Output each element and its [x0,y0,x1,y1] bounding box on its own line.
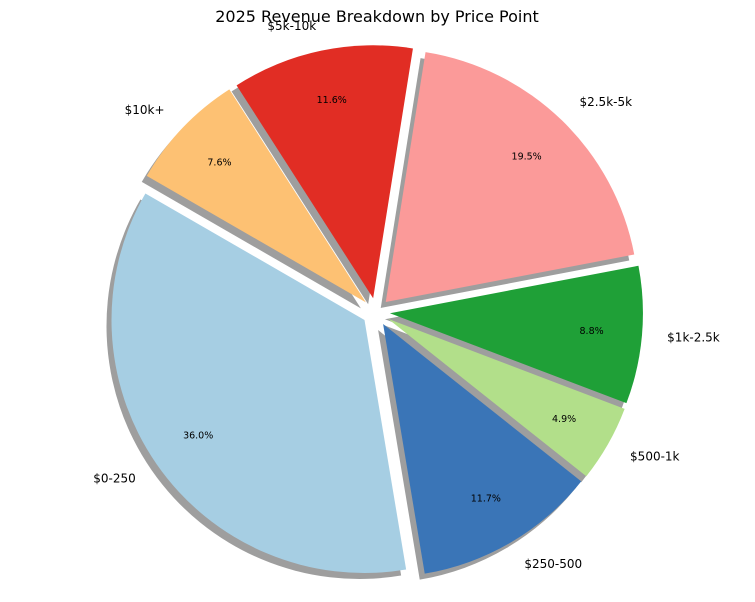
pie-slice-0 [111,193,407,573]
pie-slice-4 [385,52,635,302]
pie-slices [111,45,643,574]
chart-title: 2025 Revenue Breakdown by Price Point [215,7,539,26]
percent-label: 19.5% [512,152,542,163]
percent-label: 7.6% [207,158,231,169]
percent-label: 4.9% [552,414,576,425]
pie-labels: $0-250 36.0% $250-500 11.7% $500-1k 4.9% $1k-2… [93,19,720,571]
category-label: $2.5k-5k [579,95,632,109]
percent-label: 11.6% [317,95,347,106]
percent-label: 36.0% [183,430,213,441]
pie-slice-3 [389,265,643,404]
percent-label: 11.7% [471,493,501,504]
category-label: $500-1k [630,450,680,464]
percent-label: 8.8% [580,326,604,337]
category-label: $1k-2.5k [667,331,720,345]
pie-slice-1 [383,324,582,574]
category-label: $10k+ [125,103,165,117]
pie-slice-6 [146,89,366,303]
pie-slice-5 [236,45,413,299]
category-label: $250-500 [524,557,582,571]
pie-slice-2 [388,318,625,477]
category-label: $5k-10k [267,19,316,33]
category-label: $0-250 [93,472,136,486]
